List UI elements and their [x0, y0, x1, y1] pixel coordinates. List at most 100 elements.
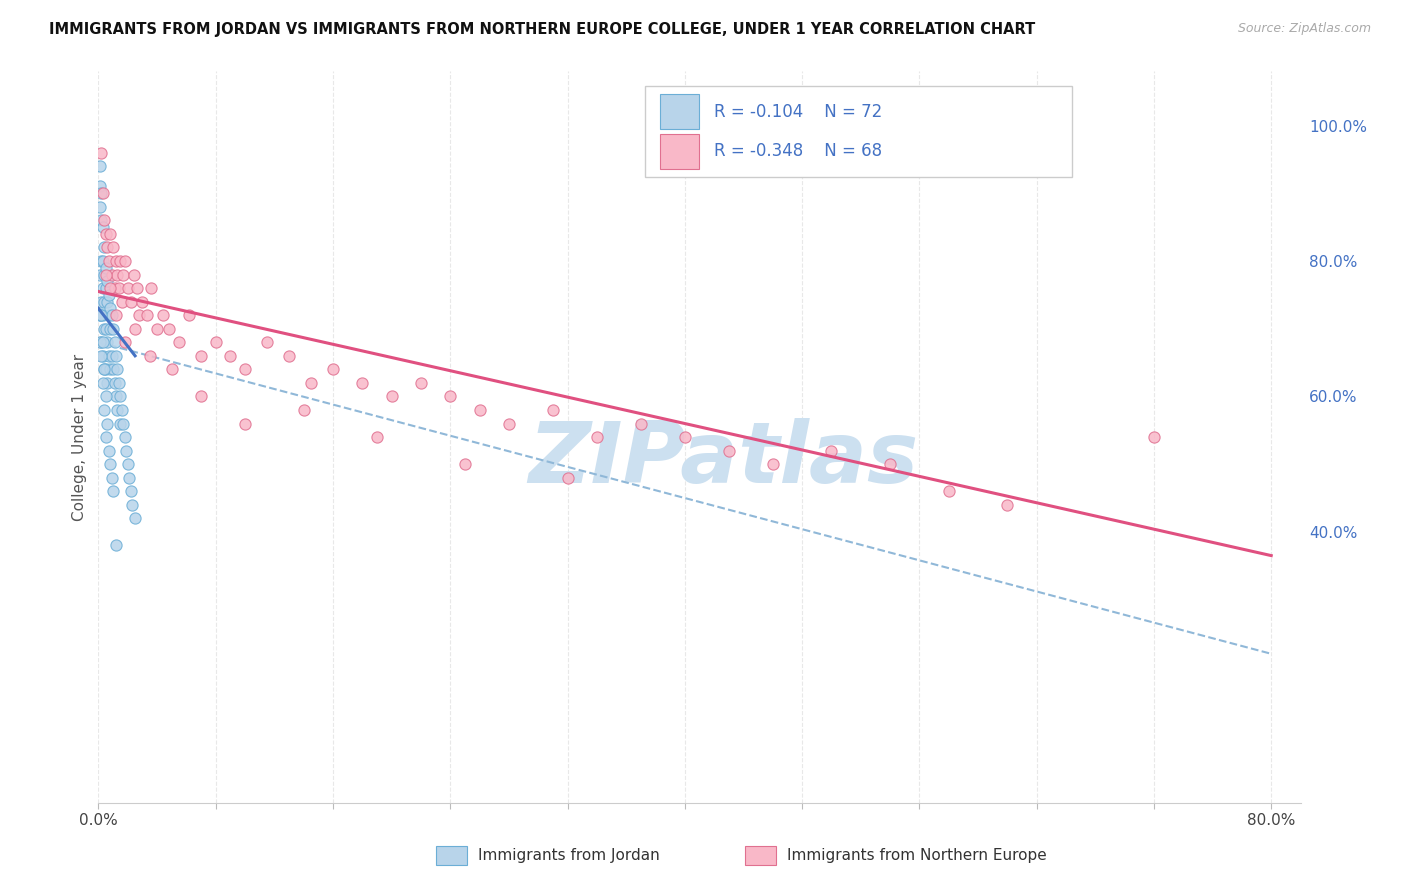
Point — [108, 281, 131, 295]
Point — [381, 389, 404, 403]
Point — [97, 349, 120, 363]
Point — [141, 281, 163, 295]
Point — [94, 227, 117, 241]
Point — [152, 308, 174, 322]
Point — [100, 268, 122, 282]
Text: R = -0.104    N = 72: R = -0.104 N = 72 — [714, 103, 882, 120]
Point — [93, 322, 115, 336]
Text: ZIPatlas: ZIPatlas — [529, 417, 918, 500]
Point — [101, 362, 124, 376]
Point — [96, 240, 118, 254]
Point — [98, 227, 121, 241]
Point — [98, 362, 121, 376]
Point — [256, 335, 278, 350]
Point — [103, 335, 125, 350]
Point — [93, 403, 115, 417]
Point — [717, 443, 740, 458]
Text: R = -0.348    N = 68: R = -0.348 N = 68 — [714, 142, 882, 160]
Point — [91, 308, 114, 322]
Point — [157, 322, 180, 336]
Point — [103, 281, 125, 295]
Point — [135, 308, 157, 322]
Point — [94, 281, 117, 295]
Point — [110, 254, 132, 268]
Point — [107, 268, 129, 282]
Point — [93, 213, 115, 227]
Point — [879, 457, 901, 471]
Point — [97, 443, 120, 458]
Point — [128, 308, 150, 322]
Point — [94, 389, 117, 403]
Point — [97, 308, 120, 322]
Point — [120, 484, 142, 499]
Point — [762, 457, 785, 471]
Point — [131, 294, 153, 309]
Point — [110, 389, 132, 403]
Y-axis label: College, Under 1 year: College, Under 1 year — [72, 353, 87, 521]
Point — [439, 389, 461, 403]
Point — [103, 376, 125, 390]
Point — [673, 430, 696, 444]
Point — [233, 362, 256, 376]
Point — [90, 254, 112, 268]
Point — [94, 322, 117, 336]
Point — [91, 335, 114, 350]
Point — [219, 349, 242, 363]
Point — [89, 308, 111, 322]
Point — [124, 322, 146, 336]
Point — [125, 281, 148, 295]
FancyBboxPatch shape — [645, 86, 1073, 178]
Point — [105, 308, 128, 322]
Point — [820, 443, 842, 458]
Point — [94, 260, 117, 275]
Point — [108, 376, 131, 390]
Point — [366, 430, 388, 444]
Point — [114, 430, 136, 444]
Point — [89, 308, 111, 322]
Point — [233, 417, 256, 431]
Point — [557, 471, 579, 485]
Point — [90, 186, 112, 201]
Point — [94, 430, 117, 444]
Point — [117, 457, 139, 471]
Point — [179, 308, 201, 322]
Point — [112, 417, 135, 431]
Point — [91, 349, 114, 363]
Point — [468, 403, 491, 417]
Point — [124, 511, 146, 525]
Point — [97, 288, 120, 302]
Point — [93, 294, 115, 309]
Bar — [436, 846, 467, 865]
Point — [630, 417, 652, 431]
Point — [118, 471, 141, 485]
Point — [94, 268, 117, 282]
Point — [120, 294, 142, 309]
Point — [114, 335, 136, 350]
Point — [117, 281, 139, 295]
Point — [190, 349, 212, 363]
Text: Immigrants from Northern Europe: Immigrants from Northern Europe — [787, 848, 1047, 863]
Point — [586, 430, 609, 444]
Point — [111, 294, 134, 309]
Point — [299, 376, 322, 390]
Point — [122, 268, 145, 282]
Point — [96, 335, 118, 350]
Bar — [745, 846, 776, 865]
Point — [91, 281, 114, 295]
Point — [90, 213, 112, 227]
Point — [98, 457, 121, 471]
Point — [107, 362, 129, 376]
Point — [938, 484, 960, 499]
Point — [107, 403, 129, 417]
Point — [115, 443, 138, 458]
Point — [90, 335, 112, 350]
Point — [278, 349, 301, 363]
Point — [112, 268, 135, 282]
Point — [541, 403, 564, 417]
Point — [96, 274, 118, 288]
Point — [114, 254, 136, 268]
Point — [93, 268, 115, 282]
Point — [121, 498, 143, 512]
Point — [409, 376, 432, 390]
Point — [97, 254, 120, 268]
